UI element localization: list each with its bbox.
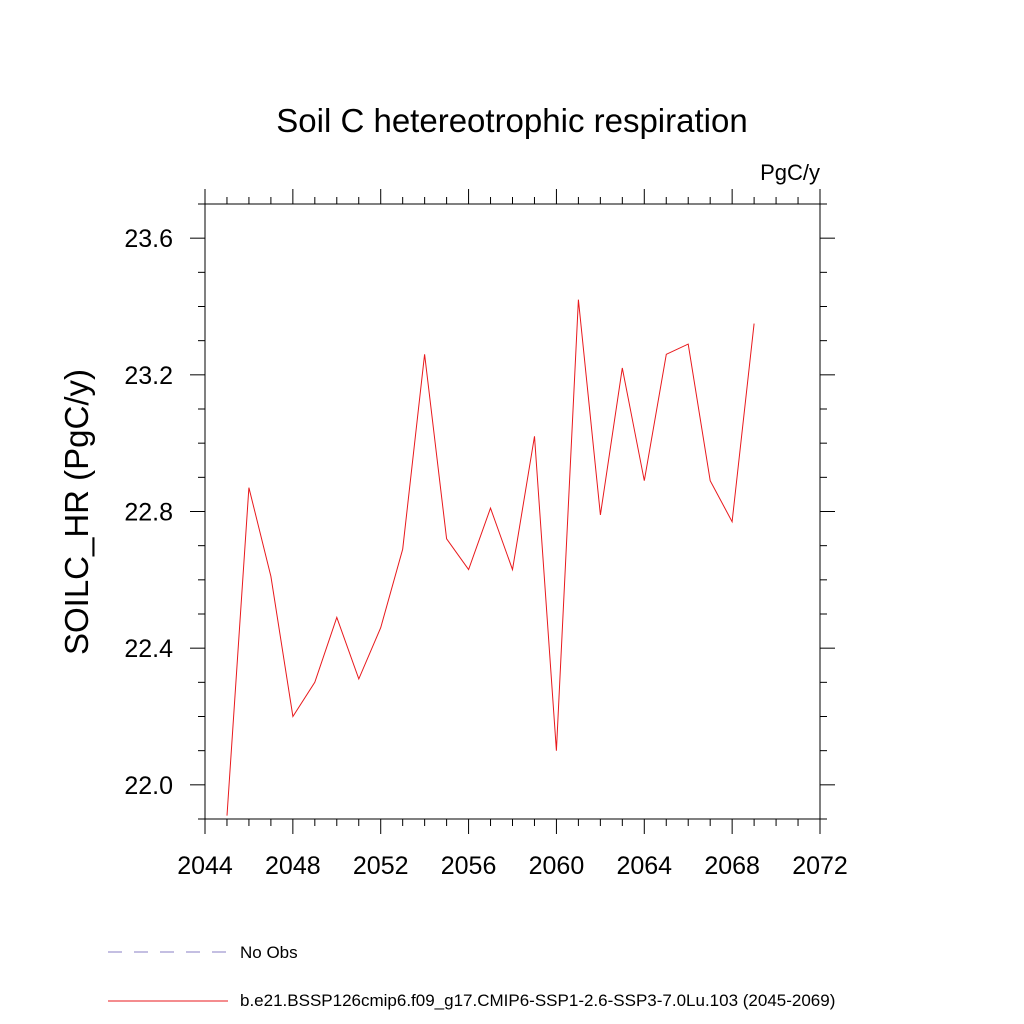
x-tick-label: 2064 (616, 852, 672, 880)
axis-ticks (190, 189, 835, 834)
legend-label-no-obs: No Obs (240, 943, 298, 962)
x-tick-label: 2044 (177, 852, 233, 880)
x-tick-label: 2052 (353, 852, 409, 880)
y-axis-label: SOILC_HR (PgC/y) (58, 369, 95, 655)
tick-labels: 2044 2048 2052 2056 2060 2064 2068 2072 22.0 22.4… (124, 225, 847, 880)
legend-label-model-run: b.e21.BSSP126cmip6.f09_g17.CMIP6-SSP1-2.… (240, 991, 835, 1010)
legend: No Obs b.e21.BSSP126cmip6.f09_g17.CMIP6-… (108, 943, 835, 1010)
x-tick-label: 2072 (792, 852, 848, 880)
x-tick-label: 2056 (441, 852, 497, 880)
x-tick-label: 2068 (704, 852, 760, 880)
y-tick-label: 23.6 (124, 225, 173, 253)
y-tick-label: 22.4 (124, 635, 173, 663)
y-tick-label: 23.2 (124, 362, 173, 390)
units-label: PgC/y (760, 160, 820, 185)
chart-title: Soil C hetereotrophic respiration (276, 102, 747, 139)
x-tick-label: 2060 (529, 852, 585, 880)
series-line (226, 299, 755, 816)
y-tick-label: 22.8 (124, 499, 173, 527)
series-layer (226, 299, 755, 816)
plot-frame (204, 203, 821, 820)
x-tick-label: 2048 (265, 852, 321, 880)
y-tick-label: 22.0 (124, 772, 173, 800)
